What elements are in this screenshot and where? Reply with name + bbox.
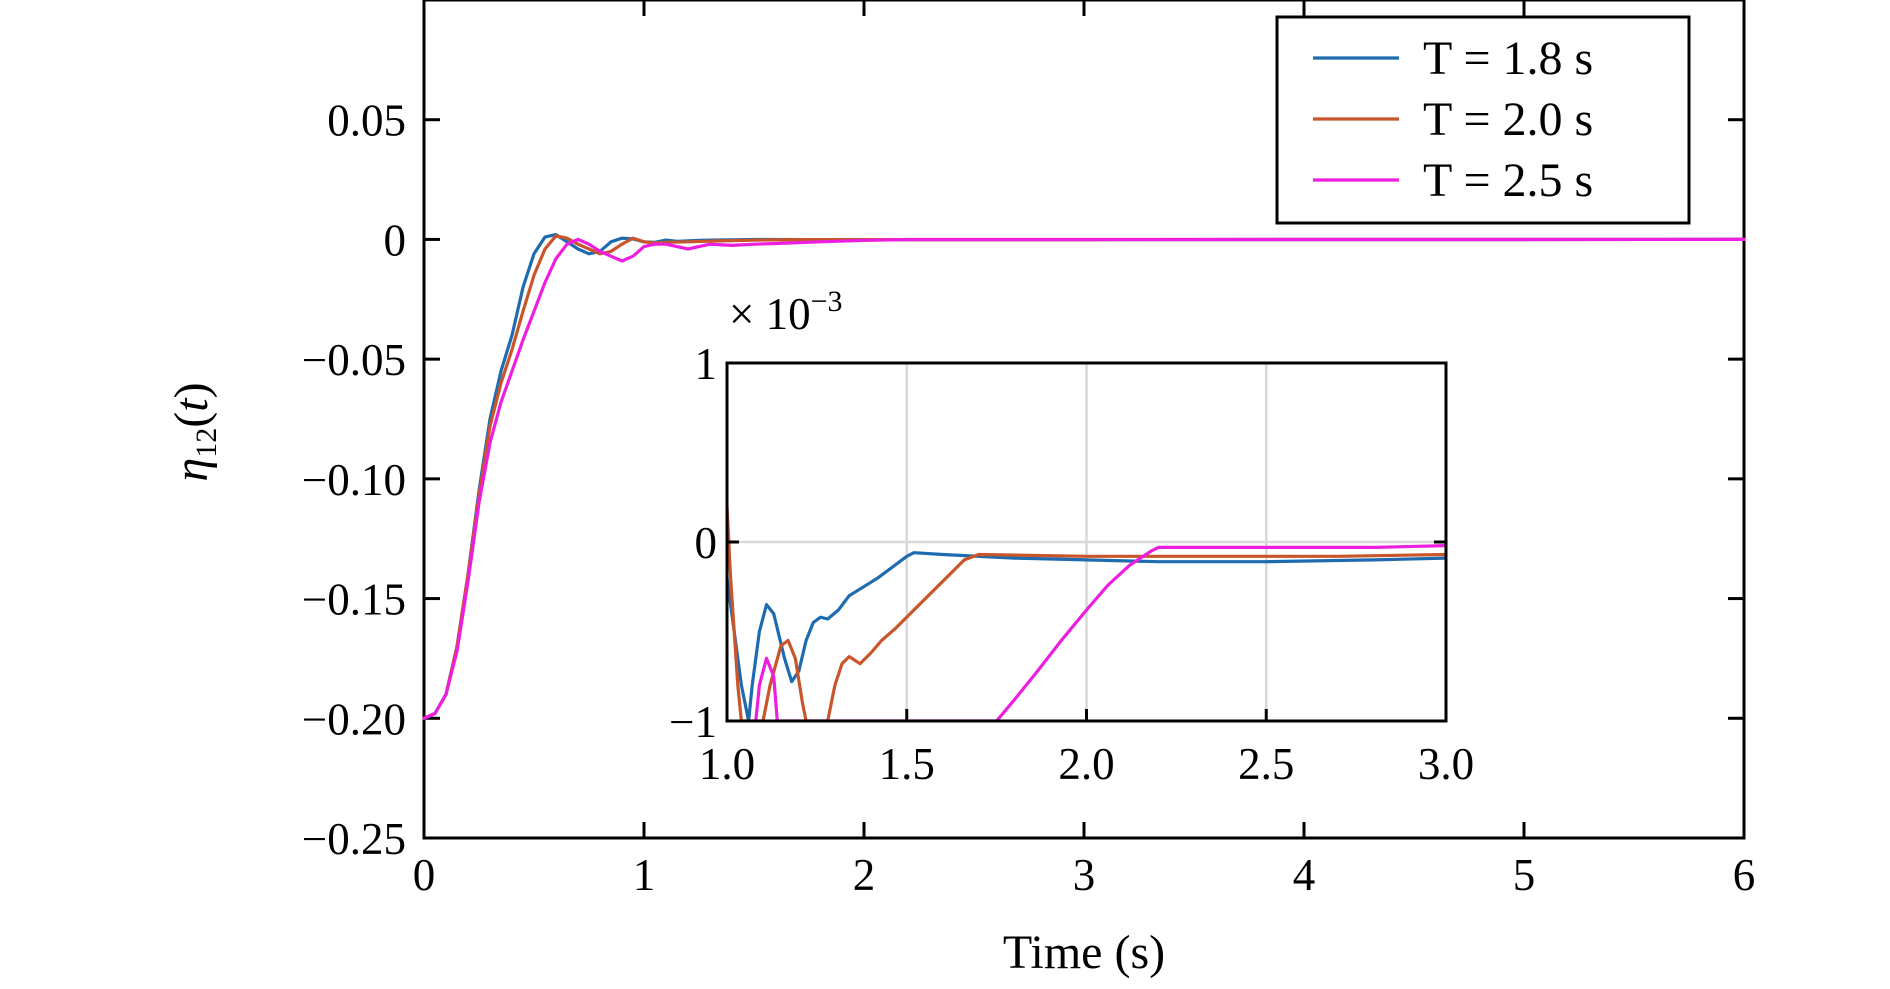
x-tick-label: 2 (853, 850, 876, 900)
x-tick-label: 1 (633, 850, 656, 900)
inset-plot: 1.0 1.5 2.0 2.5 3.0 1 0 −1 × 10−3 (669, 285, 1474, 789)
x-tick-label: 3 (1073, 850, 1096, 900)
inset-x-tick-labels: 1.0 1.5 2.0 2.5 3.0 (699, 739, 1474, 789)
inset-y-multiplier: × 10−3 (729, 285, 843, 339)
inset-x-tick-label: 3.0 (1418, 739, 1474, 789)
y-tick-label: −0.05 (302, 335, 406, 385)
inset-x-tick-label: 2.0 (1058, 739, 1114, 789)
inset-y-multiplier-base: × 10 (729, 289, 811, 339)
y-tick-label: −0.10 (302, 455, 406, 505)
inset-x-tick-label: 1.5 (879, 739, 935, 789)
y-tick-label: 0 (384, 215, 407, 265)
inset-y-tick-label: 1 (695, 339, 718, 389)
main-plot: 0 1 2 3 4 5 6 0.05 0 −0.05 −0.10 −0.15 −0.20 −0.25 (302, 0, 1755, 900)
inset-axis-ticks (725, 361, 1448, 723)
inset-series-line-t-2-0-s (727, 504, 1446, 721)
inset-x-tick-label: 1.0 (699, 739, 755, 789)
x-tick-label: 6 (1733, 850, 1756, 900)
x-tick-label: 5 (1513, 850, 1536, 900)
y-tick-label: −0.15 (302, 575, 406, 625)
main-x-tick-labels: 0 1 2 3 4 5 6 (413, 850, 1756, 900)
x-tick-label: 0 (413, 850, 436, 900)
inset-y-multiplier-exponent: −3 (811, 285, 843, 318)
legend-entry-t-2-0-s: T = 2.0 s (1423, 93, 1593, 146)
y-tick-label: −0.20 (302, 694, 406, 744)
legend: T = 1.8 s T = 2.0 s T = 2.5 s (1275, 15, 1691, 225)
series-line-t-2-0-s (422, 234, 1746, 720)
x-tick-label: 4 (1293, 850, 1316, 900)
y-tick-label: −0.25 (302, 814, 406, 864)
inset-x-tick-label: 2.5 (1238, 739, 1294, 789)
inset-y-tick-label: −1 (669, 697, 717, 747)
main-series-group (422, 233, 1746, 720)
main-axis-ticks (422, 0, 1746, 840)
y-tick-label: 0.05 (327, 96, 406, 146)
legend-entry-t-1-8-s: T = 1.8 s (1423, 32, 1593, 85)
inset-y-tick-labels: 1 0 −1 (669, 339, 717, 747)
series-line-t-2-5-s (422, 237, 1746, 720)
inset-series-group (727, 504, 1446, 721)
legend-entry-t-2-5-s: T = 2.5 s (1423, 154, 1593, 207)
inset-series-line-t-1-8-s (727, 551, 1446, 721)
inset-y-tick-label: 0 (695, 518, 718, 568)
main-y-tick-labels: 0.05 0 −0.05 −0.10 −0.15 −0.20 −0.25 (302, 96, 406, 864)
inset-series-line-t-2-5-s (754, 544, 1446, 721)
y-axis-label: η12(t) (165, 382, 223, 481)
x-axis-label: Time (s) (1003, 926, 1165, 979)
